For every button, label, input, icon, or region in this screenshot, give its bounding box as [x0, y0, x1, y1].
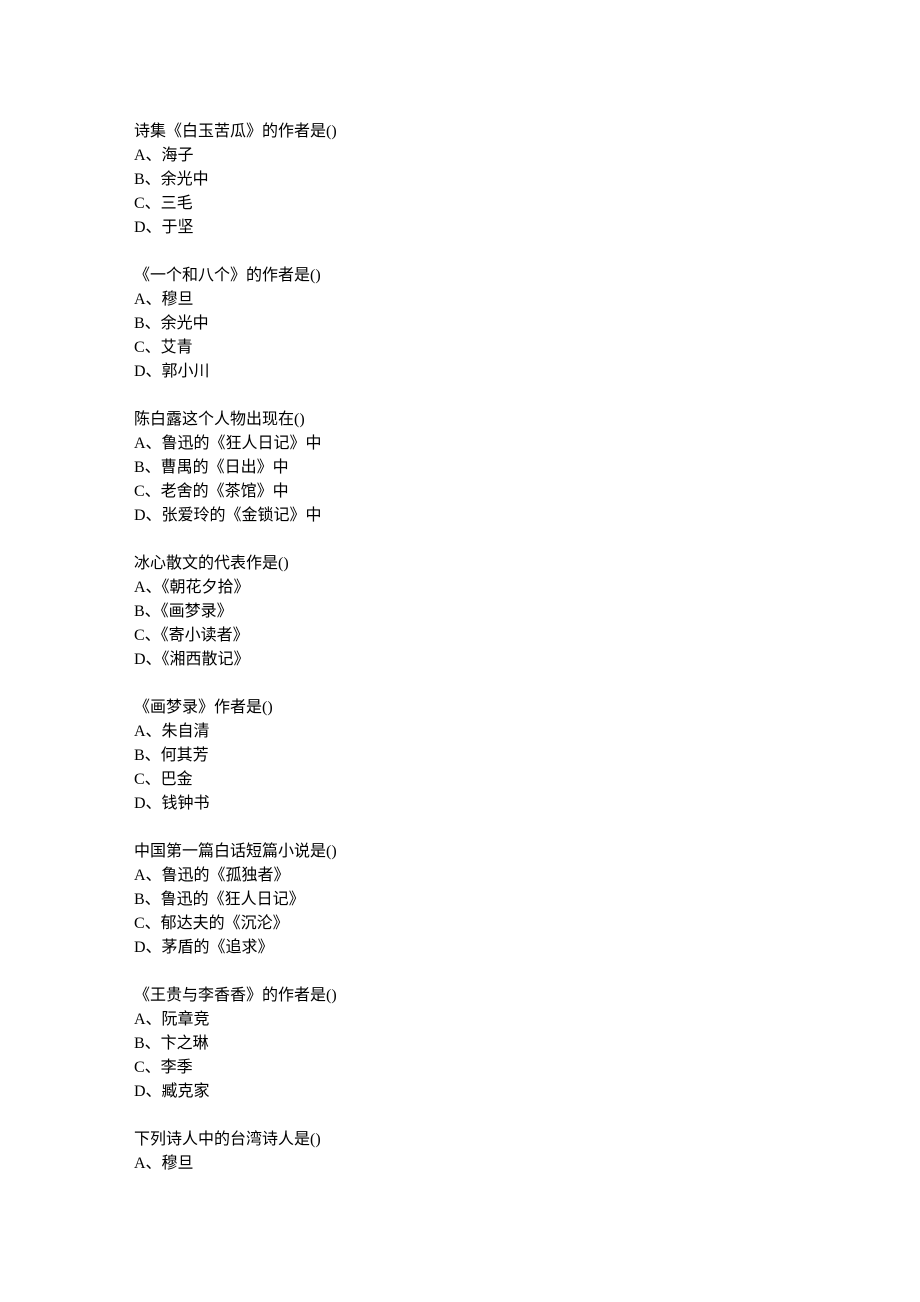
question-option: B、《画梦录》 [134, 600, 786, 624]
question-option: B、曹禺的《日出》中 [134, 456, 786, 480]
question-option: C、郁达夫的《沉沦》 [134, 912, 786, 936]
question-block: 诗集《白玉苦瓜》的作者是() A、海子 B、余光中 C、三毛 D、于坚 [134, 120, 786, 240]
question-option: A、鲁迅的《狂人日记》中 [134, 432, 786, 456]
question-option: D、《湘西散记》 [134, 648, 786, 672]
question-stem: 《王贵与李香香》的作者是() [134, 984, 786, 1008]
question-option: D、张爱玲的《金锁记》中 [134, 504, 786, 528]
question-option: A、阮章竞 [134, 1008, 786, 1032]
question-option: C、三毛 [134, 192, 786, 216]
question-option: B、鲁迅的《狂人日记》 [134, 888, 786, 912]
question-option: A、穆旦 [134, 1152, 786, 1176]
question-option: D、钱钟书 [134, 792, 786, 816]
question-option: D、于坚 [134, 216, 786, 240]
question-block: 下列诗人中的台湾诗人是() A、穆旦 [134, 1128, 786, 1176]
question-option: B、余光中 [134, 168, 786, 192]
question-option: B、余光中 [134, 312, 786, 336]
question-block: 《一个和八个》的作者是() A、穆旦 B、余光中 C、艾青 D、郭小川 [134, 264, 786, 384]
question-stem: 下列诗人中的台湾诗人是() [134, 1128, 786, 1152]
question-stem: 《一个和八个》的作者是() [134, 264, 786, 288]
question-option: C、李季 [134, 1056, 786, 1080]
question-stem: 《画梦录》作者是() [134, 696, 786, 720]
question-option: C、艾青 [134, 336, 786, 360]
question-option: A、朱自清 [134, 720, 786, 744]
question-option: A、《朝花夕拾》 [134, 576, 786, 600]
question-option: D、茅盾的《追求》 [134, 936, 786, 960]
question-block: 冰心散文的代表作是() A、《朝花夕拾》 B、《画梦录》 C、《寄小读者》 D、… [134, 552, 786, 672]
question-option: D、臧克家 [134, 1080, 786, 1104]
question-block: 《画梦录》作者是() A、朱自清 B、何其芳 C、巴金 D、钱钟书 [134, 696, 786, 816]
question-option: B、卞之琳 [134, 1032, 786, 1056]
question-block: 陈白露这个人物出现在() A、鲁迅的《狂人日记》中 B、曹禺的《日出》中 C、老… [134, 408, 786, 528]
question-option: D、郭小川 [134, 360, 786, 384]
question-block: 《王贵与李香香》的作者是() A、阮章竞 B、卞之琳 C、李季 D、臧克家 [134, 984, 786, 1104]
question-stem: 陈白露这个人物出现在() [134, 408, 786, 432]
question-option: C、巴金 [134, 768, 786, 792]
question-stem: 冰心散文的代表作是() [134, 552, 786, 576]
question-stem: 诗集《白玉苦瓜》的作者是() [134, 120, 786, 144]
question-option: B、何其芳 [134, 744, 786, 768]
question-option: A、海子 [134, 144, 786, 168]
document-body: 诗集《白玉苦瓜》的作者是() A、海子 B、余光中 C、三毛 D、于坚 《一个和… [134, 120, 786, 1176]
question-option: A、穆旦 [134, 288, 786, 312]
question-option: A、鲁迅的《孤独者》 [134, 864, 786, 888]
question-option: C、老舍的《茶馆》中 [134, 480, 786, 504]
question-option: C、《寄小读者》 [134, 624, 786, 648]
question-stem: 中国第一篇白话短篇小说是() [134, 840, 786, 864]
question-block: 中国第一篇白话短篇小说是() A、鲁迅的《孤独者》 B、鲁迅的《狂人日记》 C、… [134, 840, 786, 960]
